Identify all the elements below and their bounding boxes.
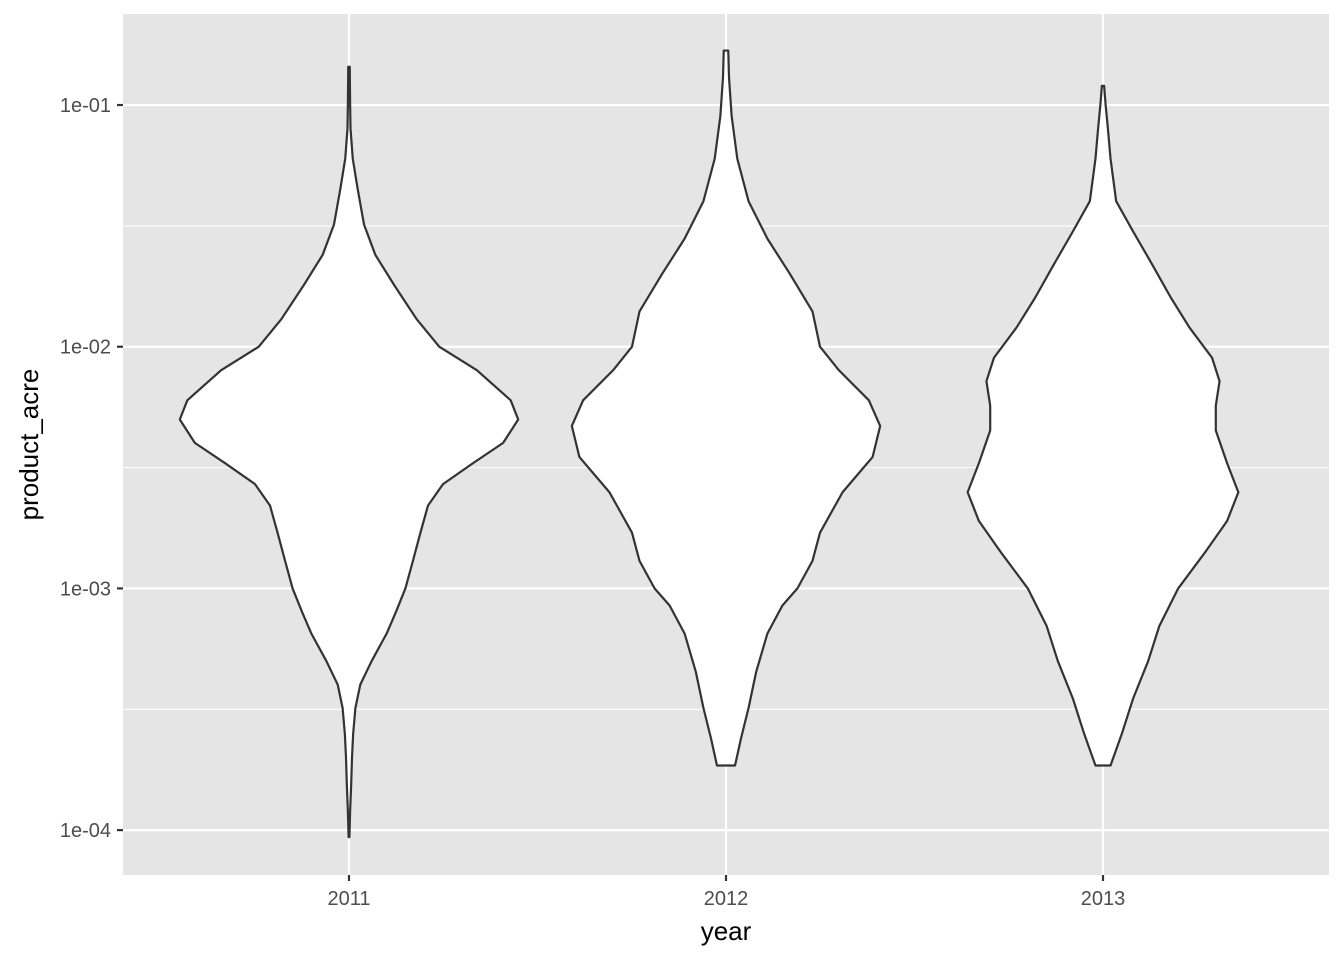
violin-2012 xyxy=(570,49,882,767)
x-axis-title: year xyxy=(701,916,752,946)
y-tick-label: 1e-01 xyxy=(60,95,111,117)
x-axis: 2011 2012 2013 xyxy=(327,875,1125,910)
y-tick-label: 1e-03 xyxy=(60,578,111,600)
violin-2011 xyxy=(178,65,520,839)
y-tick-label: 1e-02 xyxy=(60,337,111,359)
y-axis-title: product_acre xyxy=(14,369,44,521)
x-tick-label: 2013 xyxy=(1081,888,1126,910)
y-tick-label: 1e-04 xyxy=(60,820,111,842)
violin-2013 xyxy=(966,84,1240,767)
y-axis: 1e-04 1e-03 1e-02 1e-01 xyxy=(60,95,123,842)
x-tick-label: 2011 xyxy=(327,888,370,910)
violins xyxy=(178,49,1240,839)
x-tick-label: 2012 xyxy=(704,888,749,910)
